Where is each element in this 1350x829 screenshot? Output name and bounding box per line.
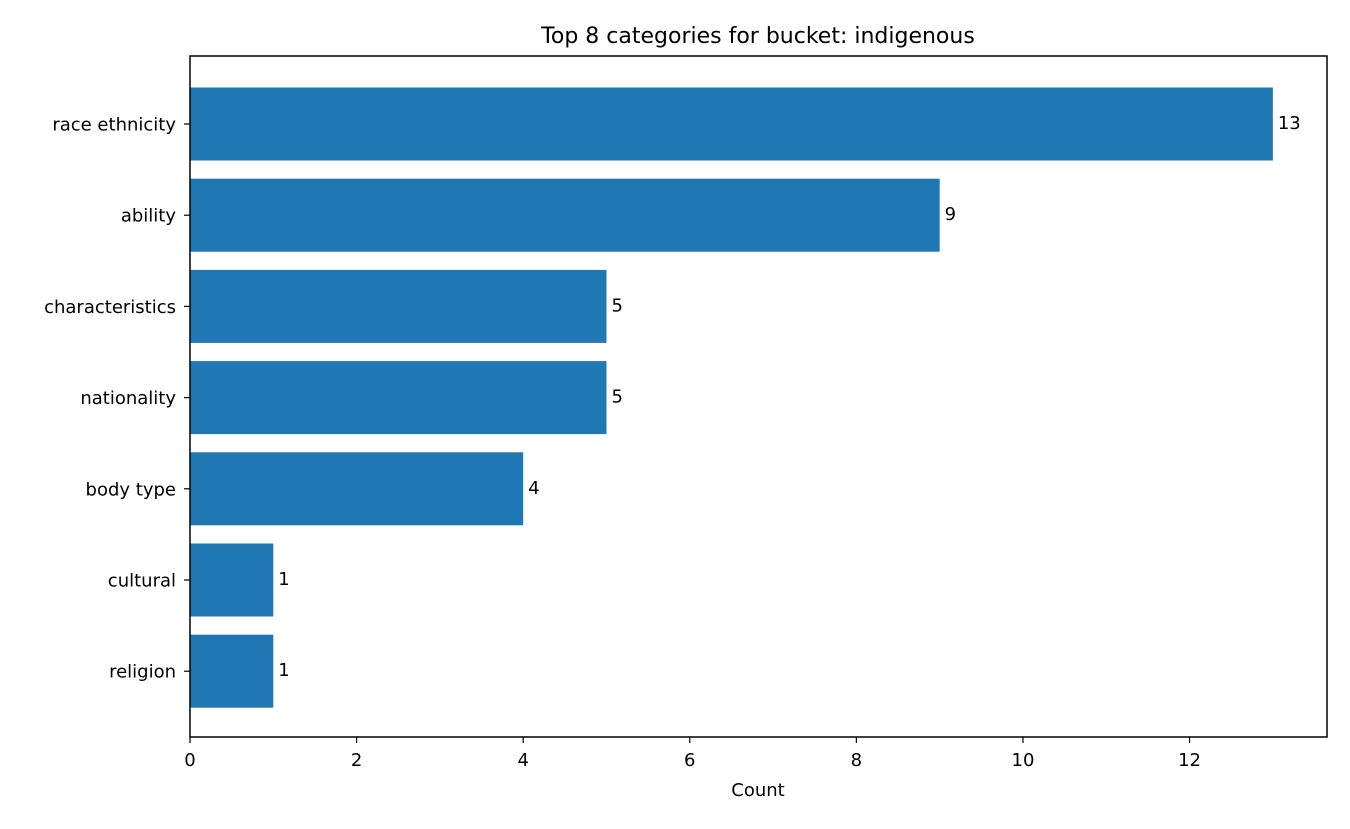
chart-title: Top 8 categories for bucket: indigenous [540, 24, 975, 49]
y-tick-label-cultural: cultural [108, 571, 176, 592]
plot-frame [189, 55, 1328, 738]
bar-ability [190, 178, 940, 252]
x-tick-label-0: 0 [184, 750, 195, 771]
x-tick-label-12: 12 [1178, 750, 1201, 771]
value-label-nationality: 5 [611, 387, 622, 408]
x-tick-label-8: 8 [851, 750, 862, 771]
value-labels: 13 9 5 5 4 1 1 [278, 113, 1300, 681]
bar-race-ethnicity [190, 87, 1273, 161]
y-tick-label-body-type: body type [86, 479, 176, 500]
value-label-cultural: 1 [278, 569, 289, 590]
x-tick-label-2: 2 [351, 750, 362, 771]
y-tick-label-characteristics: characteristics [44, 297, 176, 318]
bar-nationality [190, 361, 607, 435]
y-axis-ticks: race ethnicity ability characteristics nati… [44, 115, 190, 683]
bar-body-type [190, 452, 524, 526]
x-tick-label-10: 10 [1012, 750, 1035, 771]
y-tick-label-ability: ability [121, 206, 177, 227]
y-tick-label-race-ethnicity: race ethnicity [52, 115, 176, 136]
value-label-religion: 1 [278, 660, 289, 681]
x-tick-label-6: 6 [684, 750, 695, 771]
bar-religion [190, 634, 274, 708]
bar-cultural [190, 543, 274, 617]
value-label-ability: 9 [945, 204, 956, 225]
value-label-race-ethnicity: 13 [1278, 113, 1301, 134]
bars-layer [190, 87, 1273, 708]
bar-characteristics [190, 269, 607, 343]
x-tick-label-4: 4 [517, 750, 528, 771]
x-axis-label: Count [731, 780, 784, 801]
value-label-body-type: 4 [528, 478, 539, 499]
x-axis-ticks: 0 2 4 6 8 10 12 [184, 737, 1201, 771]
y-tick-label-nationality: nationality [80, 388, 176, 409]
y-tick-label-religion: religion [109, 662, 176, 683]
value-label-characteristics: 5 [611, 295, 622, 316]
